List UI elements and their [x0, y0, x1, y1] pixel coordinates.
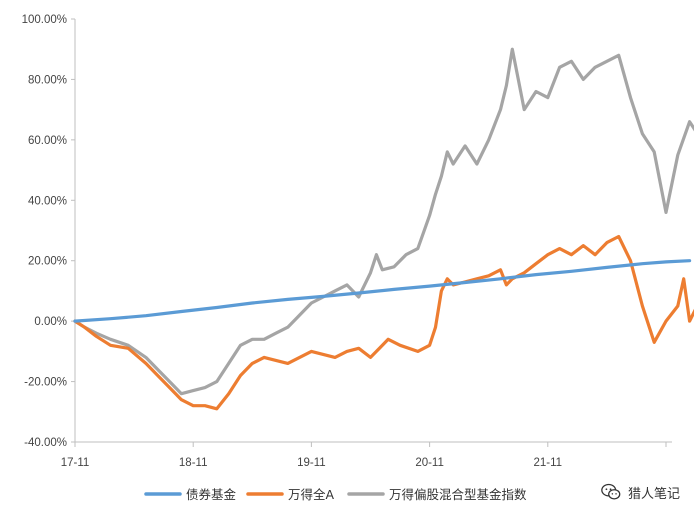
y-tick-label: -40.00%	[24, 437, 67, 449]
legend-label: 万得偏股混合型基金指数	[389, 487, 527, 502]
y-tick-label: -20.00%	[24, 377, 67, 389]
legend-label: 万得全A	[288, 487, 335, 502]
watermark-text: 猎人笔记	[627, 486, 680, 502]
x-tick-label: 20-11	[415, 457, 444, 469]
x-tick-label: 19-11	[297, 457, 326, 469]
series-line-0	[73, 259, 692, 323]
legend: 债券基金 万得全A 万得偏股混合型基金指数	[144, 487, 527, 502]
x-axis-ticks: 17-11 18-11 19-11 20-11 21-11	[61, 442, 667, 469]
legend-label: 债券基金	[186, 487, 237, 502]
y-axis-ticks: 100.00% 80.00% 60.00% 40.00% 20.00% 0.00% -20.…	[22, 14, 75, 449]
y-tick-label: 60.00%	[28, 135, 67, 147]
y-tick-label: 0.00%	[34, 316, 67, 328]
wechat-icon	[601, 483, 621, 500]
x-tick-label: 18-11	[179, 457, 208, 469]
y-tick-label: 80.00%	[28, 74, 67, 86]
series-layer	[73, 47, 694, 411]
series-line-2	[73, 47, 694, 396]
y-tick-label: 20.00%	[28, 256, 67, 268]
y-tick-label: 40.00%	[28, 195, 67, 207]
y-tick-label: 100.00%	[22, 14, 67, 26]
x-tick-label: 17-11	[61, 457, 90, 469]
x-tick-label: 21-11	[534, 457, 563, 469]
watermark: 猎人笔记	[600, 481, 680, 503]
series-line-1	[73, 234, 694, 411]
